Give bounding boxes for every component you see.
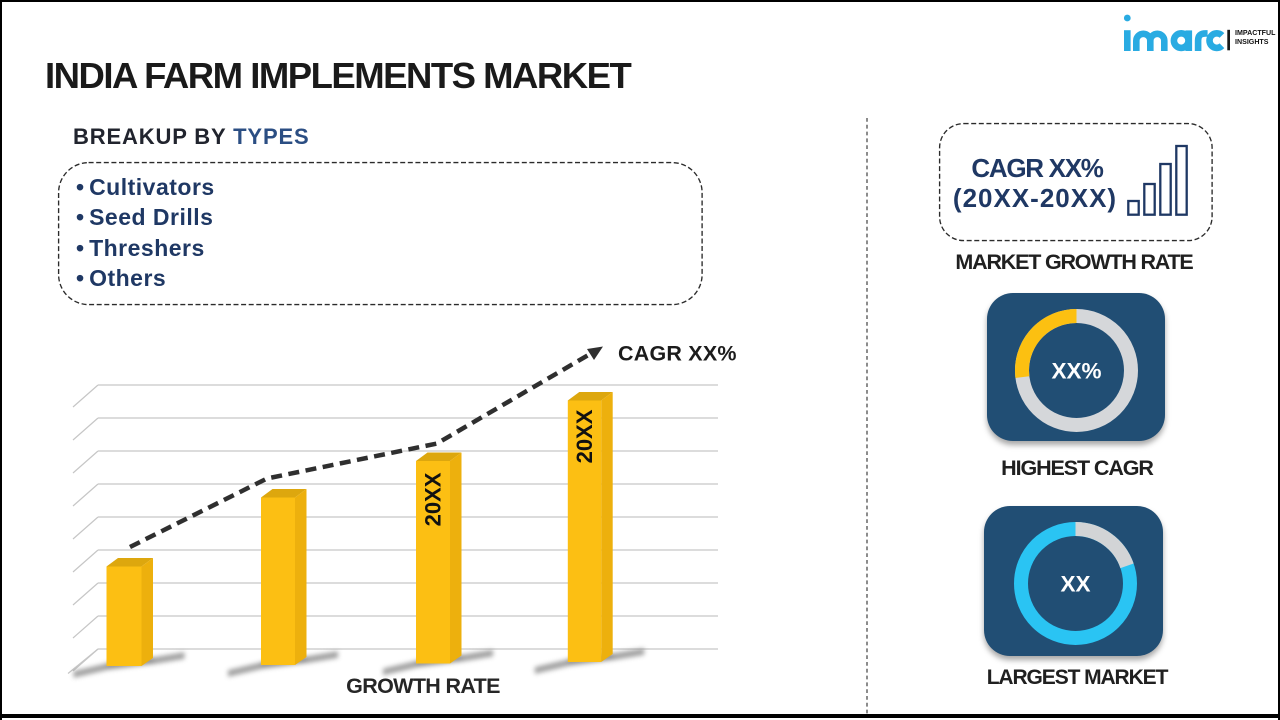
svg-text:CAGR XX%: CAGR XX% (618, 342, 737, 366)
svg-text:20XX: 20XX (572, 409, 597, 463)
svg-text:XX: XX (1060, 571, 1090, 596)
svg-text:GROWTH RATE: GROWTH RATE (346, 674, 500, 698)
svg-text:20XX: 20XX (421, 472, 446, 526)
svg-text:XX%: XX% (1051, 358, 1101, 383)
